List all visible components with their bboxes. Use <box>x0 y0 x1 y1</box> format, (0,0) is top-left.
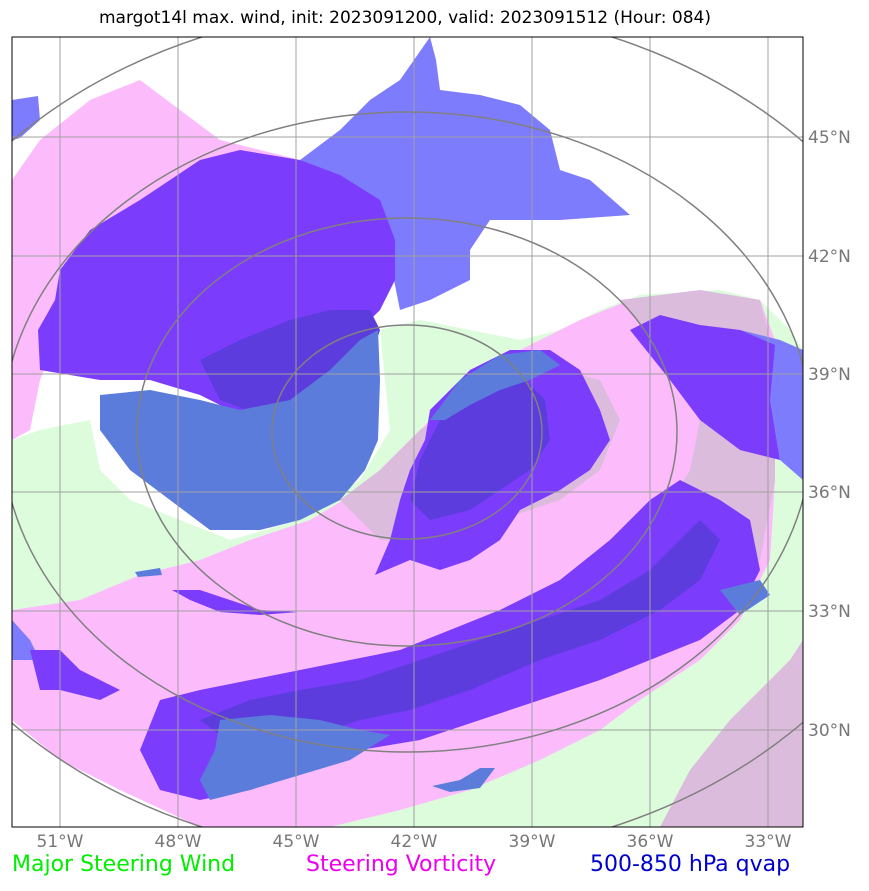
range-ring-1 <box>271 324 543 540</box>
lon-tick-label: 36°W <box>627 832 674 852</box>
qvap-region-blue-center <box>430 350 560 420</box>
lon-tick-labels: 51°W 48°W 45°W 42°W 39°W 36°W 33°W <box>37 832 792 852</box>
lon-tick-label: 42°W <box>391 832 438 852</box>
range-ring-3 <box>12 111 803 753</box>
lat-tick-label: 39°N <box>808 365 851 385</box>
lon-tick-label: 45°W <box>273 832 320 852</box>
qvap-region-blue-west <box>100 330 380 530</box>
lat-tick-label: 45°N <box>808 128 851 148</box>
legend-steering-vorticity: Steering Vorticity <box>306 852 497 877</box>
lat-tick-label: 33°N <box>808 602 851 622</box>
range-ring-2 <box>136 217 678 647</box>
lat-tick-labels: 45°N 42°N 39°N 36°N 33°N 30°N <box>808 128 851 741</box>
lat-tick-label: 36°N <box>808 483 851 503</box>
qvap-region-dark-center <box>410 375 550 520</box>
lon-tick-label: 48°W <box>155 832 202 852</box>
qvap-region-east <box>740 330 803 480</box>
lon-tick-label: 39°W <box>509 832 556 852</box>
qvap-region-dark-south <box>200 520 720 750</box>
legend-qvap: 500-850 hPa qvap <box>590 852 791 877</box>
qvap-region-sw-spot <box>30 650 120 700</box>
qvap-region-nw-corner <box>12 96 40 140</box>
lat-tick-label: 30°N <box>808 721 851 741</box>
range-rings <box>12 37 803 827</box>
map-frame <box>11 36 804 828</box>
graticule <box>12 37 803 827</box>
qvap-region-dash <box>135 568 162 577</box>
lon-tick-label: 33°W <box>745 832 792 852</box>
qvap-region-blue-south <box>200 715 390 800</box>
qvap-region-east-band <box>630 315 780 460</box>
lat-tick-label: 42°N <box>808 247 851 267</box>
legend-steering-wind: Major Steering Wind <box>12 852 236 877</box>
qvap-region-blue-spot <box>432 768 495 792</box>
qvap-region-north <box>300 37 630 310</box>
qvap-region-small-strip <box>172 590 298 615</box>
vorticity-overlap-bottom-right <box>660 640 803 827</box>
map-title: margot14l max. wind, init: 2023091200, v… <box>98 8 712 28</box>
lon-tick-label: 51°W <box>37 832 84 852</box>
qvap-region-blue-east <box>720 580 770 615</box>
